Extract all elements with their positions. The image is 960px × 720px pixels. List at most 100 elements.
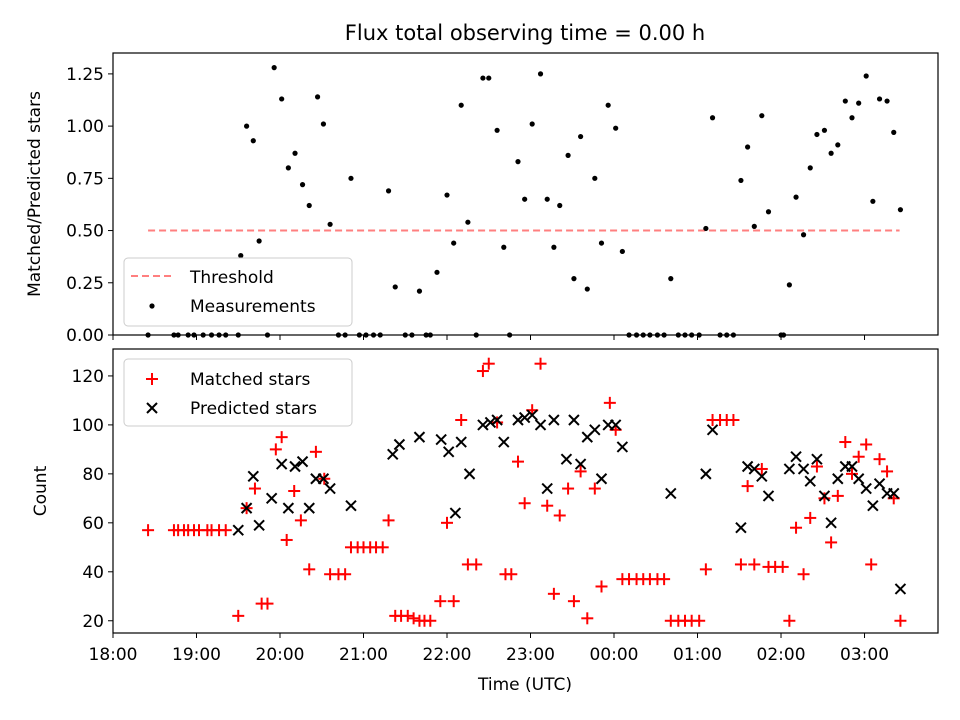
measurement-point — [835, 142, 841, 148]
x-stroke-b — [852, 473, 865, 485]
matched-star-point — [339, 568, 352, 581]
x-stroke-b — [296, 455, 309, 468]
matched-star-point — [588, 482, 601, 495]
x-stroke-b — [867, 499, 879, 512]
x-stroke-b — [735, 522, 747, 534]
measurement-point — [285, 165, 291, 171]
matched-star-point — [275, 431, 288, 444]
measurement-point — [786, 282, 792, 288]
measurement-point — [416, 288, 423, 294]
measurement-point — [828, 150, 834, 156]
x-stroke-b — [783, 463, 796, 475]
x-stroke-b — [449, 507, 462, 519]
measurement-point — [348, 175, 354, 181]
x-stroke-b — [387, 448, 399, 460]
matched-star-point — [818, 492, 831, 505]
measurement-point — [392, 284, 398, 290]
measurement-point — [256, 238, 262, 244]
measurement-point — [271, 65, 277, 71]
measurement-point — [884, 98, 890, 104]
bottom-y-tick-label: 80 — [82, 465, 104, 485]
matched-star-point — [482, 357, 495, 370]
matched-star-point — [424, 614, 437, 627]
matched-star-point — [261, 597, 274, 610]
predicted-star-point — [526, 409, 538, 421]
measurement-point — [250, 138, 256, 144]
predicted-star-point — [832, 473, 844, 485]
top-legend: Threshold Measurements — [123, 257, 353, 327]
matched-star-point — [511, 455, 524, 468]
bottom-legend-box — [123, 358, 353, 427]
bottom-y-tick-label: 60 — [82, 514, 104, 534]
predicted-star-point — [811, 453, 823, 465]
predicted-star-point — [282, 502, 295, 514]
top-y-axis-label: Matched/Predicted stars — [25, 91, 45, 297]
top-panel: 0.00 0.25 0.50 0.75 1.00 1.25 Matched/Predict… — [25, 52, 939, 346]
predicted-star-point — [232, 524, 244, 536]
matched-star-point — [447, 595, 460, 608]
matched-star-point — [303, 563, 316, 576]
predicted-star-point — [393, 438, 406, 451]
measurement-point — [807, 165, 813, 171]
measurement-point — [578, 133, 584, 140]
predicted-star-point — [783, 463, 796, 475]
bottom-x-tick-label: 19:00 — [172, 645, 221, 665]
matched-star-point — [219, 524, 232, 537]
matched-star-point — [734, 558, 747, 571]
matched-star-point — [699, 563, 712, 576]
matched-star-point — [860, 438, 873, 451]
matched-star-point — [845, 467, 858, 480]
matched-star-point — [232, 609, 245, 622]
measurement-point — [619, 248, 625, 255]
measurement-point — [306, 202, 312, 209]
matched-star-point — [470, 558, 483, 571]
measurement-point — [891, 129, 897, 135]
predicted-star-point — [825, 517, 837, 529]
x-stroke-b — [484, 416, 497, 429]
predicted-star-point — [852, 473, 865, 485]
bottom-y-tick-label: 100 — [72, 416, 104, 436]
bottom-x-tick-label: 02:00 — [757, 645, 806, 665]
measurement-point — [598, 240, 605, 246]
matched-star-point — [534, 357, 547, 370]
predicted-star-point — [741, 460, 754, 473]
matched-star-point — [541, 499, 554, 512]
measurement-point — [765, 209, 772, 215]
x-stroke-b — [526, 409, 538, 421]
x-stroke-b — [609, 419, 622, 431]
predicted-star-point — [463, 468, 476, 480]
predicted-star-point — [846, 460, 858, 473]
predicted-star-point — [616, 441, 629, 453]
predicted-star-point — [790, 451, 802, 463]
bottom-x-tick-label: 00:00 — [590, 645, 639, 665]
x-stroke-b — [568, 414, 580, 426]
x-stroke-b — [534, 419, 547, 431]
matched-star-point — [434, 595, 447, 608]
measurement-point — [551, 244, 557, 250]
predicted-star-point — [534, 419, 547, 431]
matched-star-point — [825, 536, 838, 549]
x-stroke-b — [790, 451, 802, 463]
bottom-y-tick-label: 40 — [82, 563, 104, 583]
x-stroke-b — [560, 453, 573, 465]
predicted-star-point — [265, 492, 278, 505]
x-stroke-b — [282, 502, 295, 514]
measurement-point — [709, 115, 716, 121]
measurement-point — [385, 188, 392, 194]
measurement-point — [814, 131, 820, 138]
measurement-point — [703, 225, 709, 232]
matched-star-point — [804, 511, 817, 524]
x-stroke-b — [706, 424, 719, 436]
predicted-star-point — [484, 416, 497, 429]
measurement-point — [605, 102, 611, 108]
predicted-star-point — [253, 519, 265, 531]
matched-star-point — [797, 568, 810, 581]
matched-star-point — [553, 509, 566, 522]
x-stroke-b — [303, 502, 315, 514]
matched-star-point — [873, 453, 886, 466]
x-stroke-b — [811, 453, 823, 465]
predicted-star-point — [512, 414, 524, 426]
matched-star-point — [852, 450, 865, 463]
measurement-point — [480, 75, 486, 81]
